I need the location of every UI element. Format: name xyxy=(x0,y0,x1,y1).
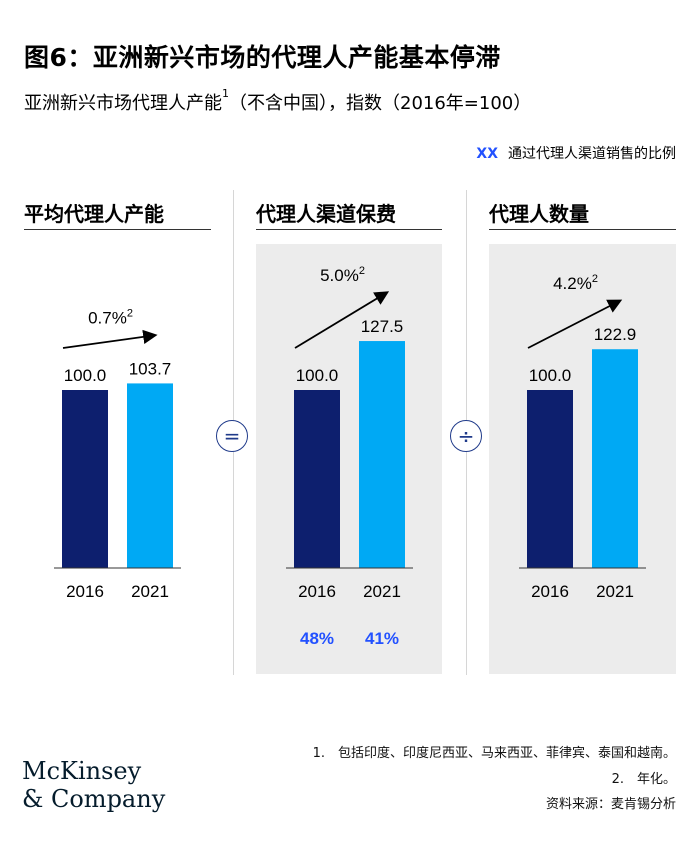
footnote-2: 2. 年化。 xyxy=(611,772,676,787)
panel-2-value-label-2016: 100.0 xyxy=(296,366,339,385)
panel-2-agent-share-2021: 41% xyxy=(365,629,399,648)
panel-3-growth-arrow xyxy=(527,299,623,349)
panel-2-growth-footnote-ref: 2 xyxy=(359,265,365,277)
panel-2-value-label-2021: 127.5 xyxy=(361,317,404,336)
panel-2-title: 代理人渠道保费 xyxy=(256,202,396,226)
equals-operator-icon: = xyxy=(216,420,248,452)
panel-1-growth-footnote-ref: 2 xyxy=(127,307,133,319)
divide-operator-icon: ÷ xyxy=(450,420,482,452)
panel-2-category-label-2021: 2021 xyxy=(363,582,401,601)
footnote-1: 1. 包括印度、印度尼西亚、马来西亚、菲律宾、泰国和越南。 xyxy=(312,746,676,761)
panel-1-bar-2016 xyxy=(62,390,108,568)
chart-subtitle: 亚洲新兴市场代理人产能1（不含中国），指数（2016年=100） xyxy=(24,87,532,115)
source-note: 资料来源：麦肯锡分析 xyxy=(545,797,676,812)
panel-3-value-label-2021: 122.9 xyxy=(594,325,637,344)
panel-3-bar-2016 xyxy=(527,390,573,568)
panel-2-growth-arrow xyxy=(294,291,390,349)
legend: XX 通过代理人渠道销售的比例 xyxy=(476,143,676,163)
legend-text: 通过代理人渠道销售的比例 xyxy=(508,146,676,162)
panel-3-category-label-2016: 2016 xyxy=(531,582,569,601)
panel-3-bar-2021 xyxy=(592,349,638,568)
panel-2-rule xyxy=(256,229,442,230)
subtitle-rest: （不含中国），指数（2016年=100） xyxy=(229,93,532,114)
legend-marker: XX xyxy=(476,146,498,162)
panel-1-category-label-2016: 2016 xyxy=(66,582,104,601)
page-title: 图6：亚洲新兴市场的代理人产能基本停滞 xyxy=(24,43,501,72)
panel-1-title: 平均代理人产能 xyxy=(24,202,164,226)
panel-3-title: 代理人数量 xyxy=(489,202,589,226)
panel-3-background xyxy=(489,244,676,674)
panel-3-category-label-2021: 2021 xyxy=(596,582,634,601)
panel-3-value-label-2016: 100.0 xyxy=(529,366,572,385)
panel-1-category-label-2021: 2021 xyxy=(131,582,169,601)
panel-2-category-label-2016: 2016 xyxy=(298,582,336,601)
panel-3-growth-label: 4.2%2 xyxy=(553,273,598,293)
panel-2-bar-2021 xyxy=(359,341,405,568)
mckinsey-logo: McKinsey & Company xyxy=(22,757,165,813)
logo-line-1: McKinsey xyxy=(22,757,142,785)
panel-1-value-label-2021: 103.7 xyxy=(129,359,172,378)
panel-1-rule xyxy=(24,229,211,230)
panel-1-growth-label: 0.7%2 xyxy=(88,307,133,327)
panel-3-growth-footnote-ref: 2 xyxy=(592,273,598,285)
panel-1-value-label-2016: 100.0 xyxy=(64,366,107,385)
panel-2-growth-label: 5.0%2 xyxy=(320,265,365,285)
panel-2-agent-share-2016: 48% xyxy=(300,629,334,648)
panel-3-rule xyxy=(489,229,676,230)
panel-1-bar-2021 xyxy=(127,383,173,568)
panel-2-bar-2016 xyxy=(294,390,340,568)
subtitle-footnote-ref: 1 xyxy=(222,87,229,100)
logo-line-2: & Company xyxy=(22,785,166,813)
panel-1-growth-arrow xyxy=(62,329,158,349)
subtitle-main: 亚洲新兴市场代理人产能 xyxy=(24,93,222,114)
